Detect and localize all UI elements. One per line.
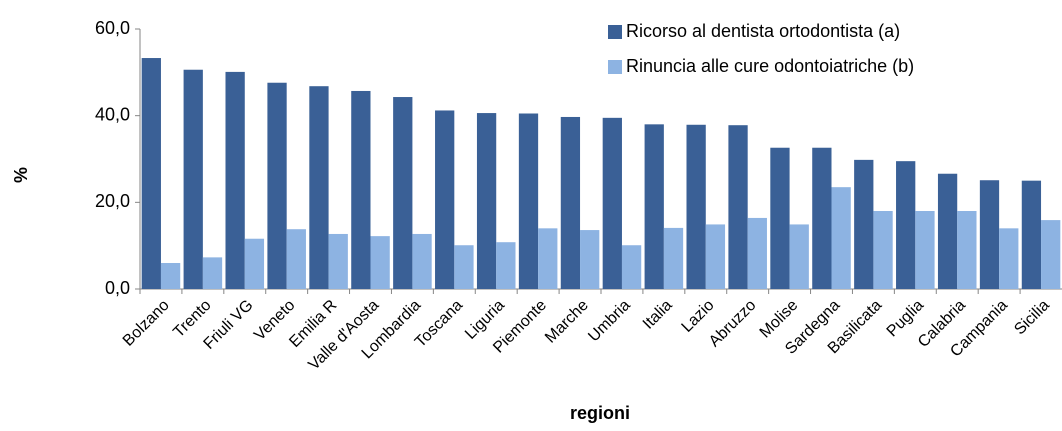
bar: [1041, 220, 1061, 289]
bar: [957, 211, 977, 289]
legend-label: Ricorso al dentista ortodontista (a): [626, 21, 900, 41]
bar: [580, 230, 600, 289]
bar: [728, 125, 748, 289]
legend-swatch: [608, 60, 622, 74]
bar: [686, 124, 706, 290]
bar: [770, 147, 790, 289]
bar: [286, 229, 306, 289]
bar: [854, 159, 874, 289]
x-tick-label: Lazio: [679, 297, 718, 336]
x-tick-label: Umbria: [585, 297, 634, 346]
x-tick-label: Italia: [640, 297, 676, 333]
bar: [644, 124, 664, 289]
bar: [496, 242, 516, 289]
bar: [937, 173, 958, 289]
x-tick-label: Abruzzo: [706, 297, 760, 351]
bar: [812, 147, 832, 289]
bar: [183, 69, 203, 289]
bar: [412, 233, 432, 289]
x-tick-label: Sicilia: [1011, 297, 1053, 339]
bar: [393, 97, 413, 290]
bar: [747, 217, 767, 289]
bar: [705, 224, 726, 289]
bar: [476, 113, 497, 289]
bar: [351, 90, 371, 289]
bar: [999, 228, 1019, 289]
bar: [621, 245, 642, 289]
bar: [560, 116, 581, 289]
bar: [202, 257, 223, 289]
bar: [873, 211, 893, 289]
bar: [309, 86, 329, 289]
bar: [896, 161, 916, 289]
bar: [979, 180, 1000, 289]
bar: [1021, 180, 1042, 289]
bar: [518, 113, 539, 289]
bar: [267, 82, 287, 289]
bar: [915, 211, 935, 289]
bar: [831, 187, 851, 289]
y-axis-label: %: [11, 167, 31, 183]
bar: [225, 71, 245, 290]
bar: [141, 58, 161, 290]
bar: [328, 233, 348, 289]
bar: [602, 117, 622, 289]
x-axis-label: regioni: [570, 403, 630, 423]
legend-label: Rinuncia alle cure odontoiatriche (b): [626, 56, 914, 76]
y-tick-label: 20,0: [95, 191, 130, 211]
bar: [160, 263, 181, 289]
bar: [454, 245, 474, 289]
y-tick-label: 40,0: [95, 104, 130, 124]
legend-swatch: [608, 25, 622, 39]
y-tick-label: 0,0: [105, 278, 130, 298]
y-tick-label: 60,0: [95, 18, 130, 38]
bar: [244, 238, 265, 289]
bar: [663, 227, 684, 289]
x-tick-label: Marche: [542, 297, 592, 347]
x-tick-label: Bolzano: [120, 297, 173, 350]
bar: [789, 224, 809, 289]
bar: [370, 236, 390, 289]
bar: [538, 228, 558, 289]
bar: [435, 110, 455, 289]
